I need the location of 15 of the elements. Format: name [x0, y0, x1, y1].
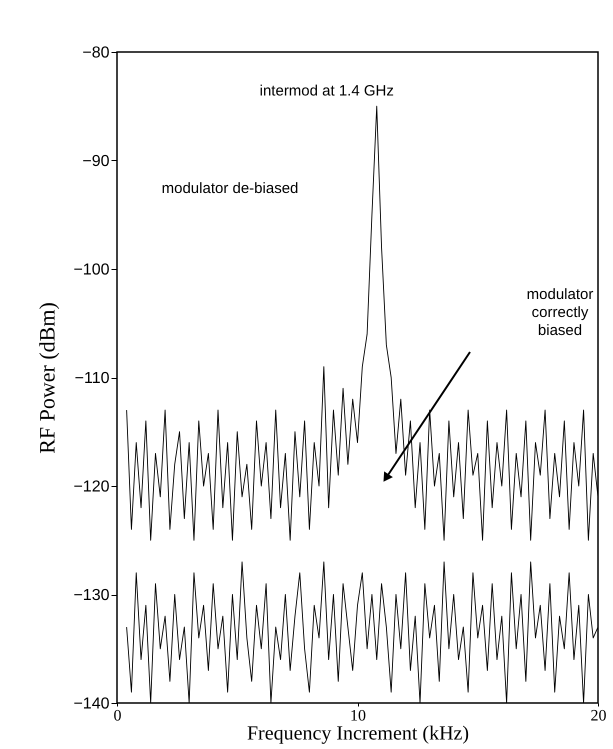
y-tick-label: −140 [73, 696, 110, 712]
annotation: modulator correctly biased [526, 286, 594, 339]
annotation: intermod at 1.4 GHz [260, 82, 394, 100]
annotation: modulator de-biased [162, 180, 298, 197]
y-tick-label: −90 [82, 153, 110, 170]
y-tick-label: −80 [82, 44, 110, 62]
x-axis-title: Frequency Increment (kHz) [246, 722, 470, 744]
y-tick-label: −120 [73, 478, 110, 496]
x-tick-label: 0 [114, 708, 122, 724]
y-axis-title: RF Power (dBm) [34, 302, 60, 454]
x-tick-label: 10 [350, 708, 366, 724]
y-tick-label: −100 [73, 262, 110, 278]
y-tick-label: −110 [74, 370, 110, 387]
y-tick-label: −130 [73, 587, 110, 604]
x-tick-label: 20 [590, 708, 606, 724]
